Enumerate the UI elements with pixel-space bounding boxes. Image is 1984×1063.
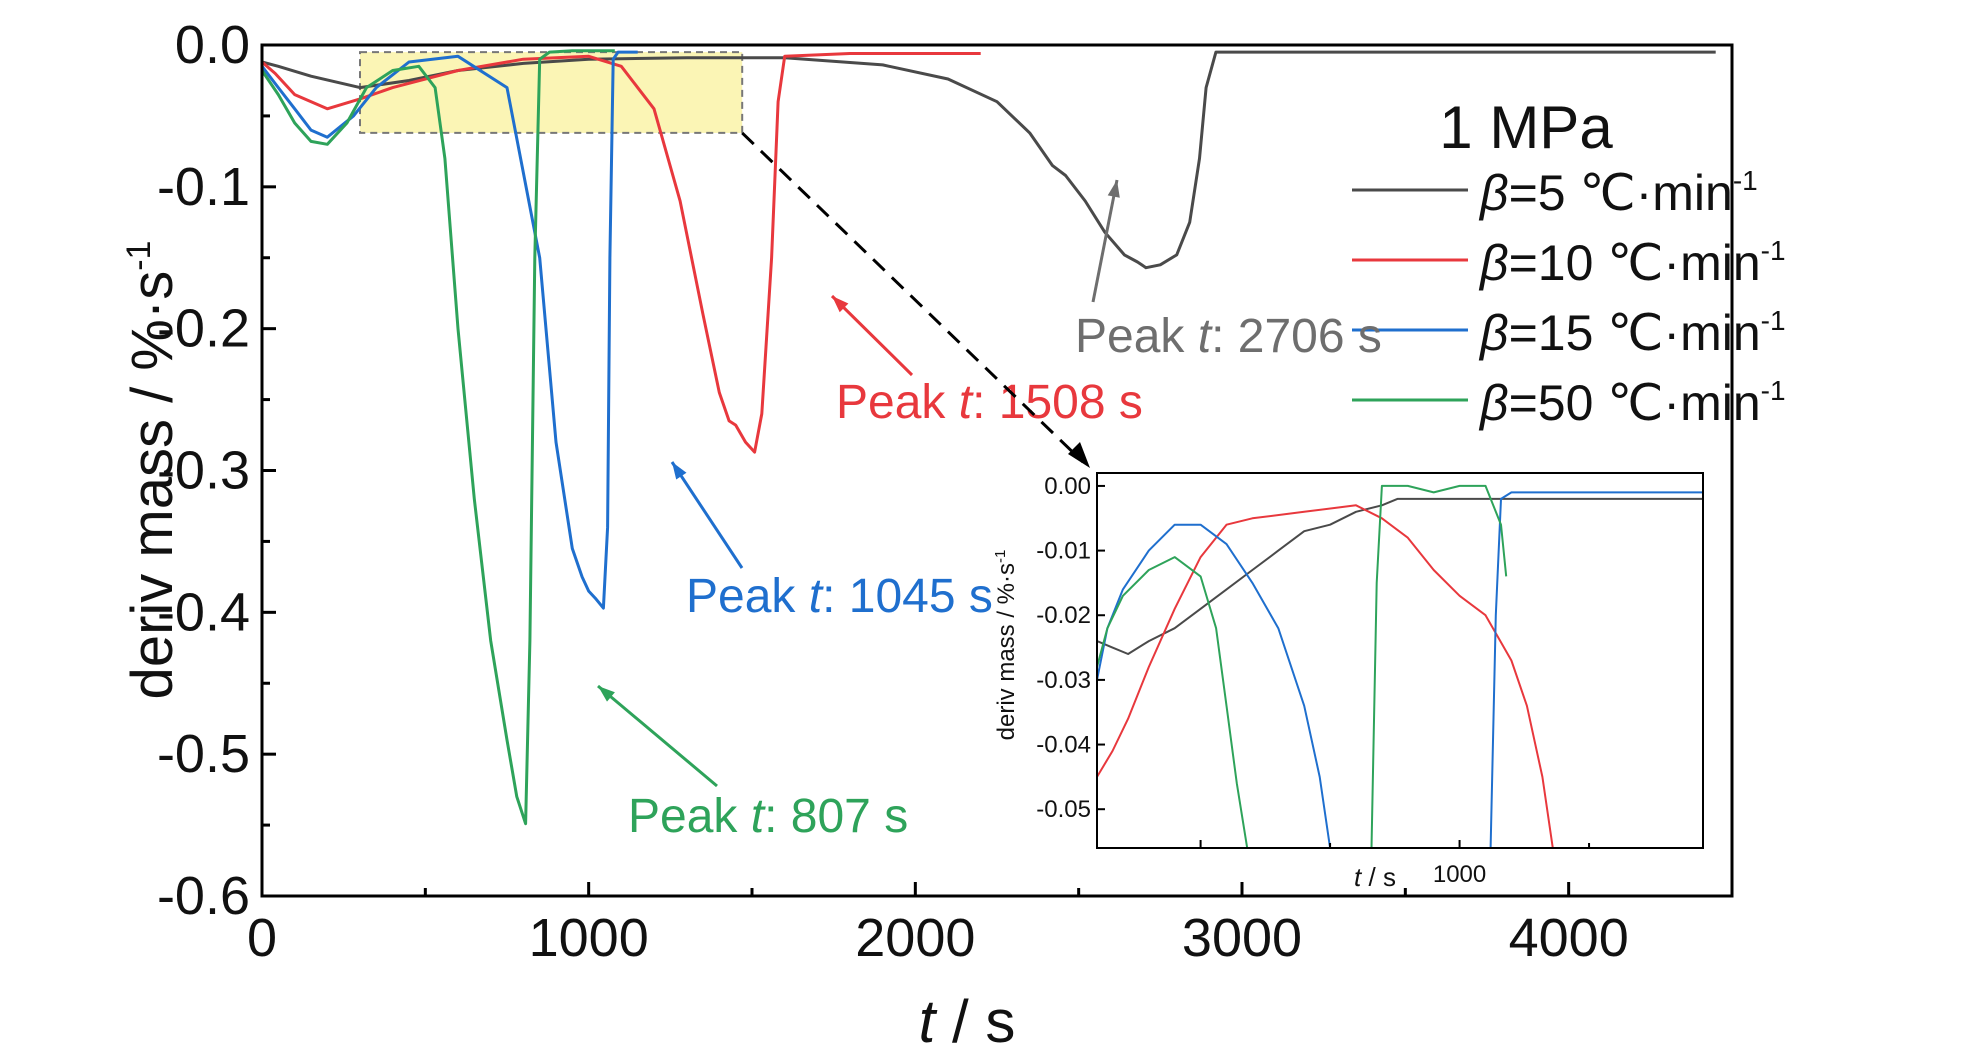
annotation-0-part-2: : 2706 s: [1211, 310, 1382, 363]
annotation-arrowhead: [832, 296, 849, 313]
x-tick-label: 1000: [529, 908, 649, 968]
legend-entry-2-part-2: -1: [1761, 305, 1786, 336]
legend-entry-3-part-1: =50 ℃·min: [1509, 375, 1761, 431]
legend-entry-0-part-0: β: [1478, 165, 1509, 221]
legend-entry-1-part-2: -1: [1761, 235, 1786, 266]
main-plot: 0 1000 2000 3000 4000 0.0 -0.1 -0.2 -0.3 -0.4 -0.5…: [120, 15, 1786, 1055]
x-tick-label: 2000: [855, 908, 975, 968]
annotation-peak-label: Peak t: 1045 s: [686, 570, 993, 623]
zoom-arrow-head: [1068, 442, 1090, 468]
annotation-0-part-1: t: [1198, 310, 1213, 363]
annotation-arrowhead: [672, 462, 687, 480]
y-axis-label-part-1: -1: [120, 241, 158, 271]
series-line-beta15: [260, 50, 638, 610]
annotation-2-part-1: t: [809, 570, 824, 623]
inset-x-axis-label-part-1: / s: [1361, 862, 1396, 892]
y-tick-label: -0.1: [157, 157, 250, 217]
x-axis-label-part-1: / s: [935, 988, 1015, 1055]
annotation-arrow: [830, 294, 914, 377]
inset-x-axis-label: t / s: [1354, 862, 1396, 892]
zoom-highlight-box: [359, 51, 744, 134]
inset-series-group: [1097, 484, 1703, 848]
legend-entry-3-part-0: β: [1478, 375, 1509, 431]
legend-entry-2-part-1: =15 ℃·min: [1509, 305, 1761, 361]
legend-entry: β=5 ℃·min-1: [1478, 165, 1758, 221]
legend-entry-0-part-2: -1: [1733, 165, 1758, 196]
x-tick-label: 3000: [1182, 908, 1302, 968]
inset-y-tick-label: -0.04: [1036, 732, 1091, 759]
y-tick-label: -0.6: [157, 866, 250, 926]
annotation-1-part-0: Peak: [836, 376, 959, 429]
y-axis-label: deriv mass / %·s-1: [120, 241, 185, 700]
x-tick-label: 4000: [1509, 908, 1629, 968]
legend-entry-2-part-0: β: [1478, 305, 1509, 361]
inset-series-line-beta10: [1097, 504, 1554, 848]
annotation-arrowhead: [1107, 180, 1120, 198]
y-tick-label: -0.2: [157, 299, 250, 359]
annotation-arrowhead: [598, 686, 615, 702]
x-axis-label: t / s: [919, 988, 1016, 1055]
annotation-3-part-2: : 807 s: [764, 790, 908, 843]
inset-y-axis-label-part-0: deriv mass / %·s: [993, 563, 1020, 740]
y-tick-label: -0.4: [157, 582, 250, 642]
annotation-3-part-0: Peak: [628, 790, 751, 843]
annotation-3-part-1: t: [751, 790, 766, 843]
y-tick-label: -0.5: [157, 724, 250, 784]
inset-y-tick-label: -0.01: [1036, 538, 1091, 565]
y-tick-label: -0.3: [157, 441, 250, 501]
inset-x-tick-label: 1000: [1433, 861, 1486, 888]
legend-entry-0-part-1: =5 ℃·min: [1509, 165, 1733, 221]
inset-y-tick-label: -0.02: [1036, 602, 1091, 629]
zoom-arrow-line: [741, 131, 1085, 464]
legend-entry-1-part-1: =10 ℃·min: [1509, 235, 1761, 291]
legend-entry-3-part-2: -1: [1761, 375, 1786, 406]
legend-entry: β=10 ℃·min-1: [1478, 235, 1786, 291]
annotation-peak-label: Peak t: 807 s: [628, 790, 908, 843]
annotation-arrow: [1091, 179, 1119, 303]
inset-y-tick-label: -0.03: [1036, 667, 1091, 694]
legend-entry: β=15 ℃·min-1: [1478, 305, 1786, 361]
annotation-peak-label: Peak t: 1508 s: [836, 376, 1143, 429]
inset-frame: [1096, 472, 1704, 849]
legend-title: 1 MPa: [1439, 94, 1613, 161]
y-tick-label: 0.0: [175, 15, 250, 75]
inset-y-axis-label: deriv mass / %·s-1: [992, 550, 1020, 741]
inset-y-tick-label: -0.05: [1036, 796, 1091, 823]
inset-x-axis-label-part-0: t: [1354, 862, 1363, 892]
annotation-1-part-1: t: [959, 376, 974, 429]
inset-y-axis-label-part-1: -1: [992, 550, 1009, 563]
inset-series-line-beta15: [1097, 491, 1703, 848]
inset-y-tick-label: 0.00: [1044, 473, 1091, 500]
annotation-0-part-0: Peak: [1075, 310, 1198, 363]
x-axis-label-part-0: t: [919, 988, 938, 1055]
legend-entry-1-part-0: β: [1478, 235, 1509, 291]
inset-background: [1097, 473, 1703, 848]
annotation-peak-label: Peak t: 2706 s: [1075, 310, 1382, 363]
legend-entry: β=50 ℃·min-1: [1478, 375, 1786, 431]
annotation-1-part-2: : 1508 s: [972, 376, 1143, 429]
y-axis-label-part-0: deriv mass / %·s: [120, 271, 185, 700]
inset-plot: 0.00 -0.01 -0.02 -0.03 -0.04 -0.05 1000 t / s de…: [992, 472, 1704, 892]
annotation-2-part-2: : 1045 s: [822, 570, 993, 623]
annotation-arrow: [670, 461, 744, 569]
series-line-beta50: [260, 49, 615, 826]
x-tick-label: 0: [247, 908, 277, 968]
annotation-2-part-0: Peak: [686, 570, 809, 623]
inset-series-line-beta50: [1097, 484, 1508, 848]
annotation-arrow: [597, 684, 718, 788]
